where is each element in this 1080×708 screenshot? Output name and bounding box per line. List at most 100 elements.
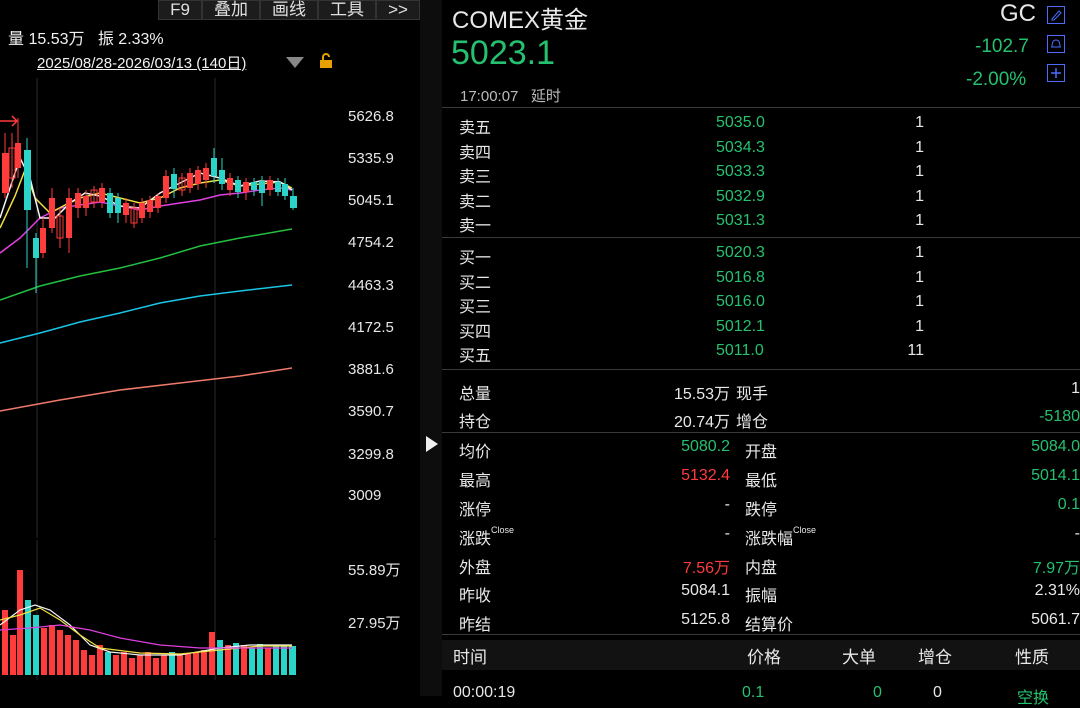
toolbar-overlay-button[interactable]: 叠加	[202, 0, 260, 20]
trades-col-price[interactable]: 价格	[747, 648, 781, 667]
prev-settle: 5125.8	[681, 611, 730, 628]
trades-header	[442, 640, 1080, 670]
low-price: 5014.1	[1031, 467, 1080, 484]
change-pct-close: -	[1074, 525, 1080, 542]
oi-change: -5180	[1039, 408, 1080, 425]
bid-volume: 1	[915, 269, 924, 286]
current-hand-label: 现手	[736, 386, 769, 403]
ask-volume: 1	[915, 139, 924, 156]
bid-price: 5012.1	[716, 318, 765, 335]
bid-level-label: 买一	[459, 250, 492, 267]
dropdown-triangle-icon[interactable]	[286, 57, 304, 68]
amplitude-info: 振 2.33%	[97, 31, 164, 48]
inner-volume: 7.97万	[1032, 560, 1080, 577]
bid-level-label: 买二	[459, 275, 492, 292]
trades-col-big[interactable]: 大单	[842, 648, 876, 667]
open-interest-label: 持仓	[459, 414, 492, 431]
price-axis-label: 3881.6	[348, 361, 394, 378]
oi-change-label: 增仓	[736, 414, 769, 431]
ask-level-label: 卖一	[459, 218, 492, 235]
avg-price-label: 均价	[459, 444, 492, 461]
ma-line-cyan	[0, 284, 293, 344]
ma-line-green	[0, 228, 293, 301]
bid-volume: 11	[907, 342, 924, 359]
bid-price: 5016.0	[716, 293, 765, 310]
low-label: 最低	[745, 473, 778, 490]
collapse-arrow-icon[interactable]	[426, 436, 438, 452]
ask-price: 5031.3	[716, 212, 765, 229]
limit-up-label: 涨停	[459, 502, 492, 519]
toolbar-f9-button[interactable]: F9	[158, 0, 202, 20]
amplitude: 2.31%	[1034, 582, 1080, 599]
divider	[442, 107, 1080, 108]
ask-level-label: 卖三	[459, 169, 492, 186]
price-axis-label: 3299.8	[348, 446, 394, 463]
high-price: 5132.4	[681, 467, 730, 484]
open-label: 开盘	[745, 444, 778, 461]
amplitude-label: 振幅	[745, 588, 778, 605]
open-price: 5084.0	[1031, 438, 1080, 455]
ma-line-yellow	[0, 167, 293, 229]
trade-big: 0	[873, 684, 882, 701]
chart-info-line: 量 15.53万 振 2.33%	[8, 25, 164, 49]
panel-divider[interactable]	[420, 0, 442, 696]
ask-volume: 1	[915, 114, 924, 131]
total-volume: 15.53万	[673, 386, 730, 403]
bid-price: 5016.8	[716, 269, 765, 286]
price-axis-label: 3590.7	[348, 403, 394, 420]
trade-price: 0.1	[742, 684, 765, 701]
ask-level-label: 卖五	[459, 120, 492, 137]
price-axis-label: 3009	[348, 487, 382, 504]
trades-col-nature[interactable]: 性质	[1015, 648, 1049, 667]
inner-volume-label: 内盘	[745, 560, 778, 577]
toolbar-more-button[interactable]: >>	[376, 0, 420, 20]
price-axis-label: 4754.2	[348, 234, 394, 251]
instrument-title: COMEX黄金	[452, 7, 589, 34]
delay-label: 延时	[530, 88, 561, 105]
chart-toolbar: F9 叠加 画线 工具 >>	[0, 0, 420, 20]
price-candles	[0, 78, 297, 538]
ask-price: 5034.3	[716, 139, 765, 156]
change-close-label: 涨跌Close	[459, 525, 515, 548]
avg-price: 5080.2	[681, 438, 730, 455]
edit-icon[interactable]	[1047, 6, 1065, 24]
price-axis-label: 5045.1	[348, 192, 394, 209]
kline-chart-panel[interactable]: F9 叠加 画线 工具 >> 量 15.53万 振 2.33% 2025/08/…	[0, 0, 420, 696]
volume-axis-label: 55.89万	[348, 562, 401, 579]
ask-level-label: 卖二	[459, 194, 492, 211]
price-axis-label: 5335.9	[348, 150, 394, 167]
price-axis-label: 4172.5	[348, 319, 394, 336]
outer-volume-label: 外盘	[459, 560, 492, 577]
total-volume-label: 总量	[459, 386, 492, 403]
price-change-percent: -2.00%	[966, 69, 1027, 90]
ask-price: 5033.3	[716, 163, 765, 180]
high-label: 最高	[459, 473, 492, 490]
bell-icon[interactable]	[1047, 35, 1065, 53]
add-icon[interactable]	[1047, 64, 1065, 82]
ask-volume: 1	[915, 188, 924, 205]
bid-level-label: 买五	[459, 348, 492, 365]
prev-close-label: 昨收	[459, 588, 492, 605]
ma-line-salmon	[0, 367, 293, 412]
trades-col-oi[interactable]: 增仓	[918, 648, 952, 667]
divider	[442, 369, 1080, 370]
price-axis-label: 4463.3	[348, 277, 394, 294]
change-close: -	[724, 525, 730, 542]
ask-price: 5035.0	[716, 114, 765, 131]
toolbar-draw-button[interactable]: 画线	[260, 0, 318, 20]
bid-level-label: 买四	[459, 324, 492, 341]
bid-price: 5020.3	[716, 244, 765, 261]
limit-down-label: 跌停	[745, 502, 778, 519]
trades-col-time[interactable]: 时间	[453, 648, 487, 667]
prev-close: 5084.1	[681, 582, 730, 599]
date-range-selector[interactable]: 2025/08/28-2026/03/13 (140日)	[37, 55, 247, 72]
price-axis-label: 5626.8	[348, 108, 394, 125]
change-pct-close-label: 涨跌幅Close	[745, 525, 817, 548]
trade-oi: 0	[933, 684, 942, 701]
toolbar-tools-button[interactable]: 工具	[318, 0, 376, 20]
ask-level-label: 卖四	[459, 145, 492, 162]
open-interest: 20.74万	[673, 414, 730, 431]
bid-volume: 1	[915, 293, 924, 310]
limit-down: 0.1	[1057, 496, 1080, 513]
lock-icon[interactable]	[318, 53, 334, 69]
